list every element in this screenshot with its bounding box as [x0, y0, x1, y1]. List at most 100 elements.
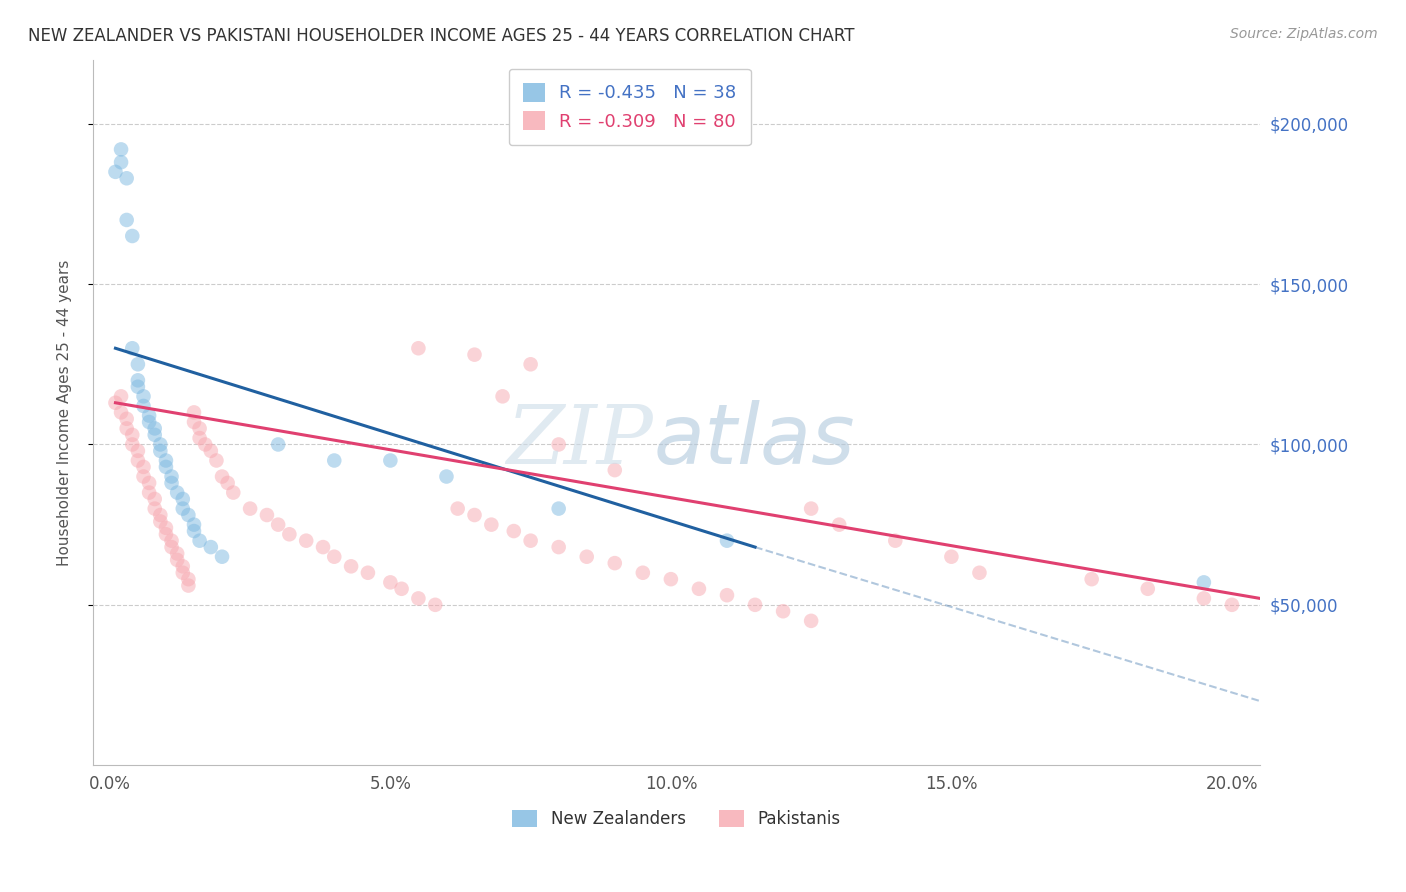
Point — [121, 341, 143, 355]
Point — [177, 508, 200, 522]
Point — [183, 524, 205, 538]
Point — [127, 453, 149, 467]
Point — [312, 540, 335, 554]
Point — [211, 549, 233, 564]
Point — [200, 443, 222, 458]
Point — [183, 517, 205, 532]
Point — [115, 421, 138, 435]
Point — [603, 463, 626, 477]
Point — [1192, 591, 1215, 606]
Point — [267, 437, 290, 451]
Text: atlas: atlas — [654, 401, 855, 481]
Point — [160, 475, 183, 490]
Point — [519, 533, 541, 548]
Point — [127, 380, 149, 394]
Point — [1220, 598, 1243, 612]
Point — [166, 485, 188, 500]
Point — [408, 341, 430, 355]
Point — [239, 501, 262, 516]
Point — [188, 533, 211, 548]
Point — [744, 598, 766, 612]
Point — [256, 508, 278, 522]
Point — [884, 533, 907, 548]
Point — [603, 556, 626, 570]
Point — [121, 229, 143, 244]
Point — [408, 591, 430, 606]
Point — [104, 165, 127, 179]
Point — [160, 533, 183, 548]
Point — [340, 559, 363, 574]
Point — [295, 533, 318, 548]
Point — [121, 437, 143, 451]
Point — [183, 405, 205, 419]
Point — [323, 453, 346, 467]
Point — [278, 527, 301, 541]
Point — [115, 171, 138, 186]
Point — [110, 142, 132, 156]
Point — [716, 588, 738, 602]
Point — [177, 578, 200, 592]
Point — [380, 575, 402, 590]
Point — [172, 566, 194, 580]
Point — [149, 515, 172, 529]
Point — [575, 549, 598, 564]
Point — [772, 604, 794, 618]
Point — [132, 399, 155, 413]
Point — [143, 427, 166, 442]
Point — [547, 437, 569, 451]
Point — [828, 517, 851, 532]
Point — [115, 213, 138, 227]
Point — [138, 485, 160, 500]
Point — [160, 540, 183, 554]
Point — [155, 527, 177, 541]
Point — [166, 553, 188, 567]
Point — [155, 453, 177, 467]
Point — [127, 357, 149, 371]
Point — [479, 517, 502, 532]
Text: NEW ZEALANDER VS PAKISTANI HOUSEHOLDER INCOME AGES 25 - 44 YEARS CORRELATION CHA: NEW ZEALANDER VS PAKISTANI HOUSEHOLDER I… — [28, 27, 855, 45]
Point — [132, 469, 155, 483]
Point — [127, 373, 149, 387]
Point — [491, 389, 513, 403]
Point — [188, 431, 211, 445]
Point — [177, 572, 200, 586]
Point — [166, 547, 188, 561]
Point — [463, 348, 485, 362]
Point — [149, 508, 172, 522]
Point — [800, 501, 823, 516]
Point — [969, 566, 991, 580]
Point — [716, 533, 738, 548]
Point — [1080, 572, 1102, 586]
Point — [380, 453, 402, 467]
Point — [631, 566, 654, 580]
Point — [688, 582, 710, 596]
Point — [155, 521, 177, 535]
Point — [143, 421, 166, 435]
Point — [132, 459, 155, 474]
Point — [172, 501, 194, 516]
Point — [143, 501, 166, 516]
Y-axis label: Householder Income Ages 25 - 44 years: Householder Income Ages 25 - 44 years — [58, 260, 72, 566]
Point — [267, 517, 290, 532]
Point — [800, 614, 823, 628]
Point — [1136, 582, 1159, 596]
Point — [547, 540, 569, 554]
Point — [172, 559, 194, 574]
Point — [132, 389, 155, 403]
Point — [659, 572, 682, 586]
Point — [143, 491, 166, 506]
Point — [519, 357, 541, 371]
Point — [183, 415, 205, 429]
Point — [110, 405, 132, 419]
Point — [160, 469, 183, 483]
Point — [188, 421, 211, 435]
Point — [502, 524, 524, 538]
Point — [357, 566, 380, 580]
Point — [149, 437, 172, 451]
Point — [391, 582, 413, 596]
Point — [222, 485, 245, 500]
Point — [323, 549, 346, 564]
Point — [138, 409, 160, 423]
Text: Source: ZipAtlas.com: Source: ZipAtlas.com — [1230, 27, 1378, 41]
Point — [110, 389, 132, 403]
